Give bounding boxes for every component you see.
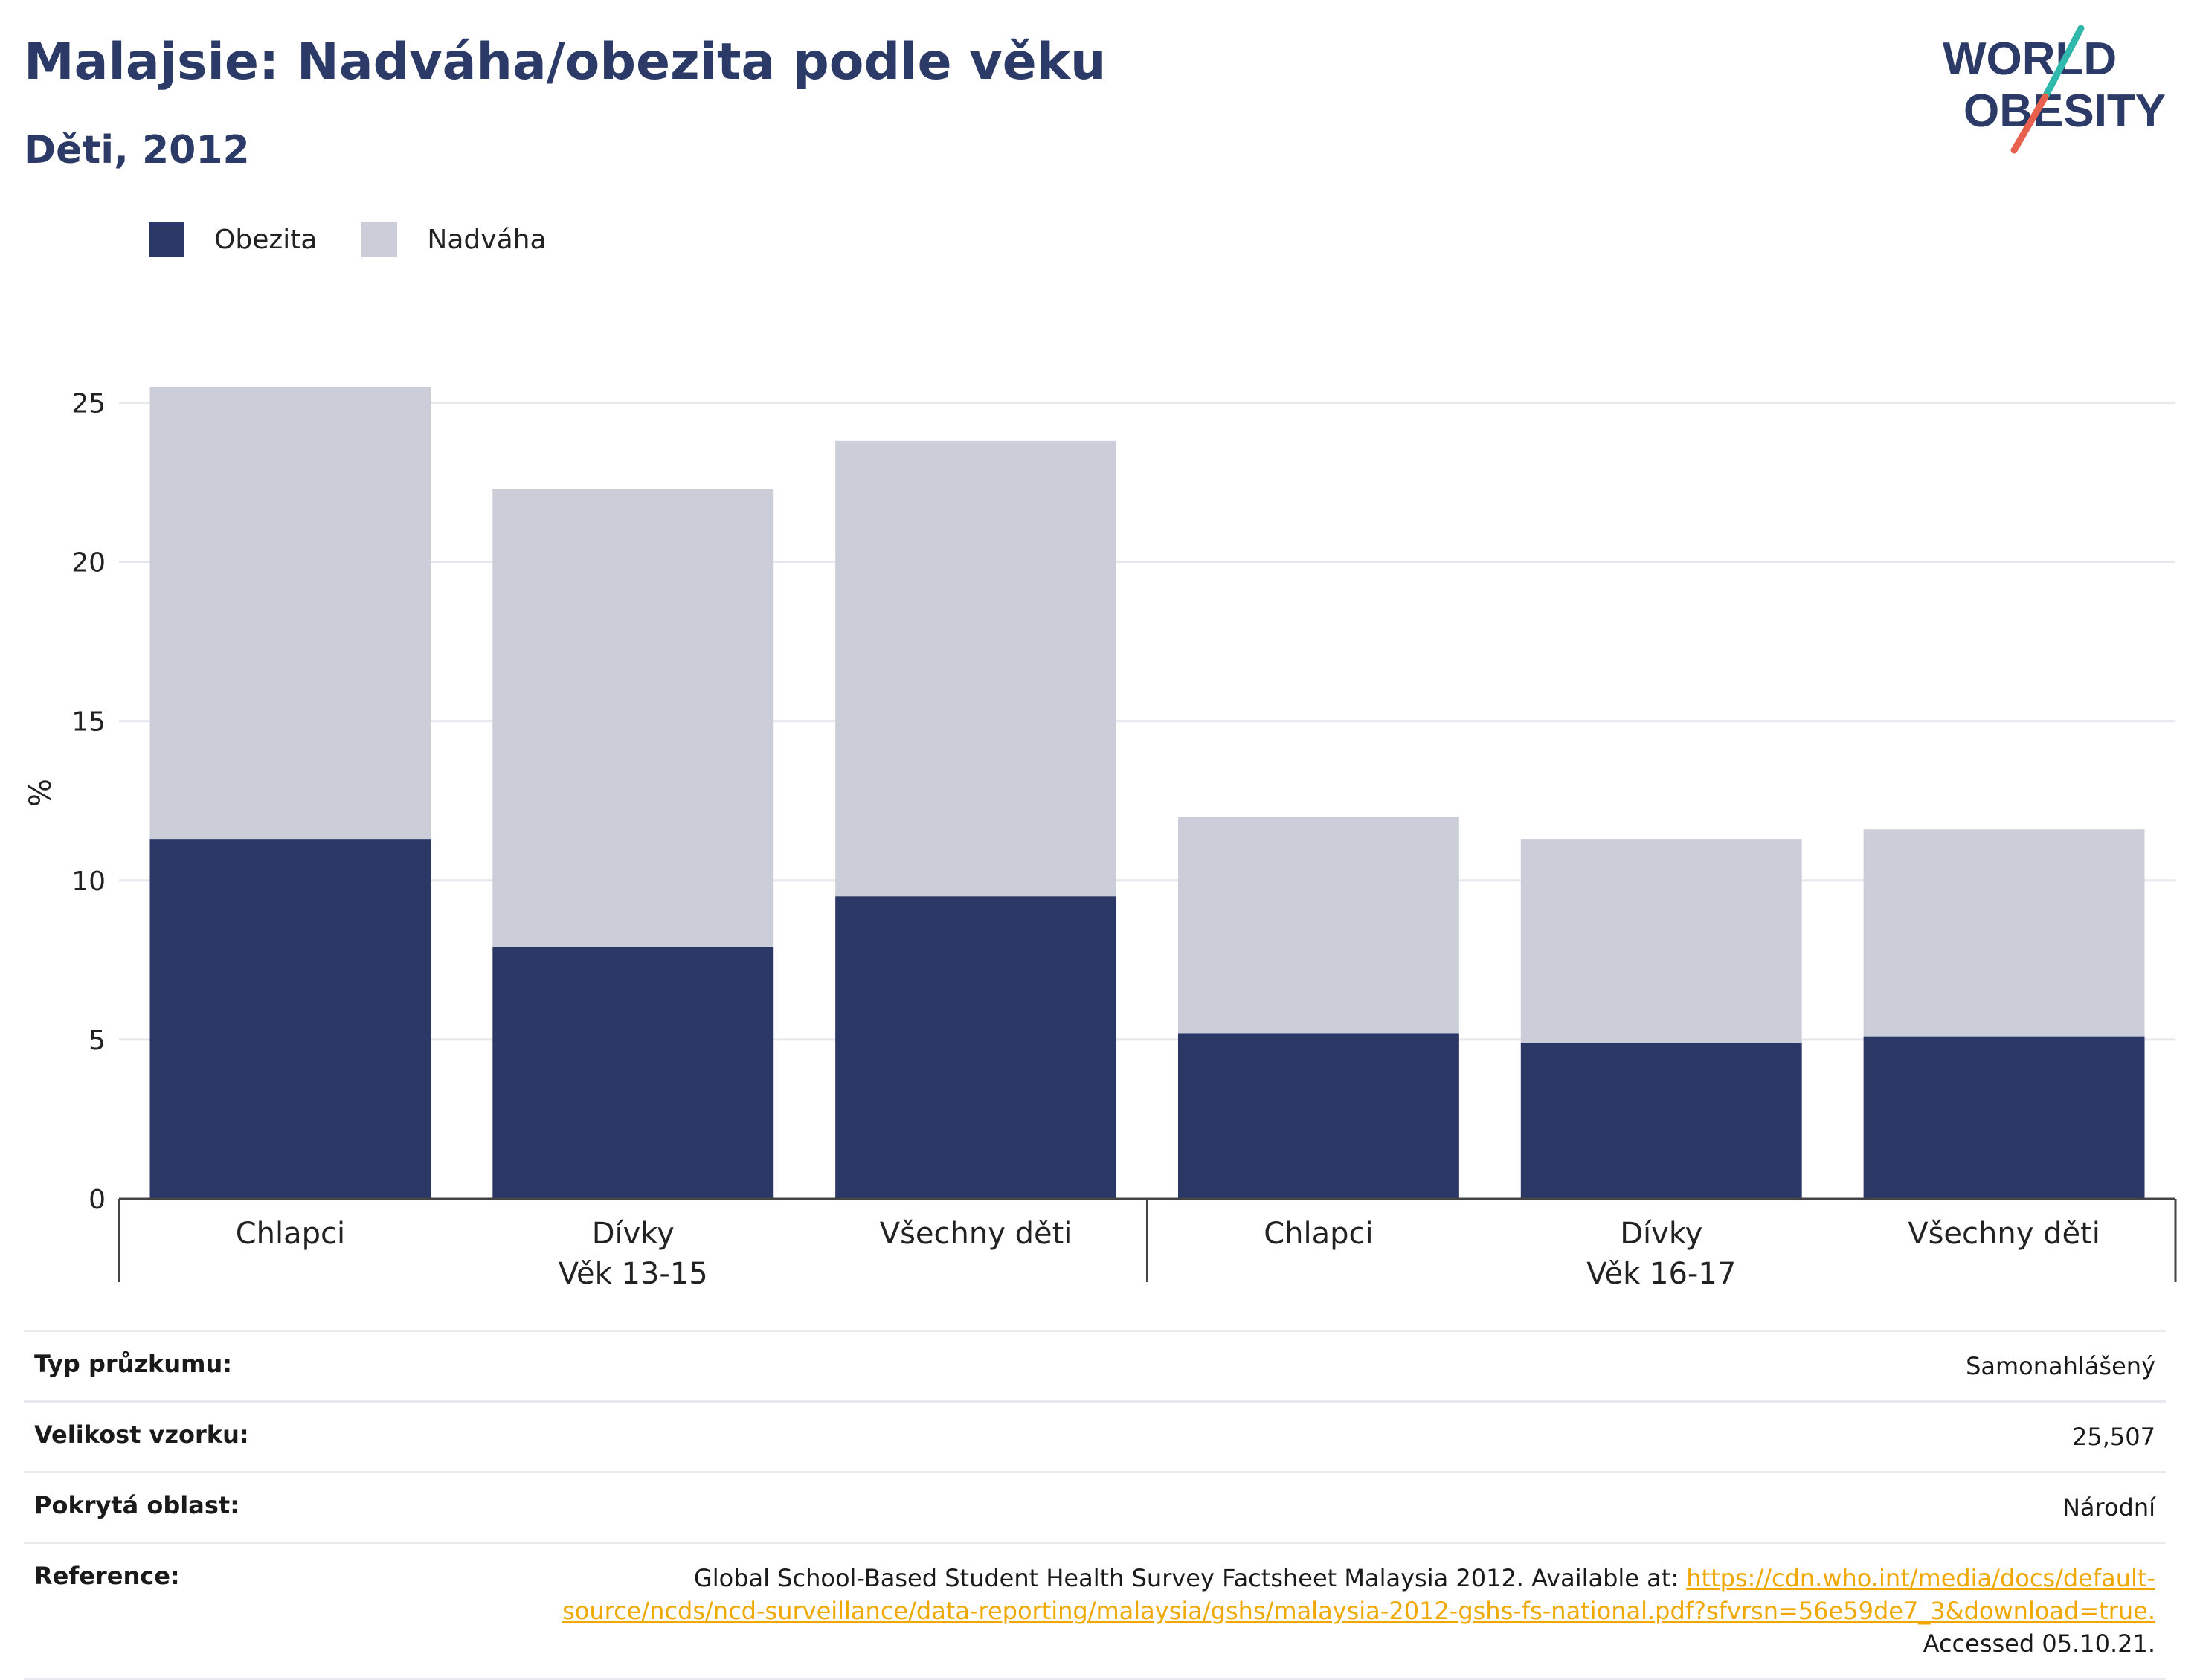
bar-obezita-3 <box>1177 1033 1459 1199</box>
chart-title: Malajsie: Nadváha/obezita podle věku <box>24 33 1107 91</box>
bar-nadvaha-3 <box>1177 817 1459 1034</box>
survey-type-value: Samonahlášený <box>1966 1352 2155 1380</box>
bar-nadvaha-5 <box>1863 829 2145 1037</box>
logo-slash-teal <box>2042 25 2085 100</box>
x-tick-label-2: Všechny děti <box>880 1217 1072 1251</box>
bar-nadvaha-0 <box>149 387 431 840</box>
bar-obezita-2 <box>835 896 1117 1199</box>
x-tick-label-1: Dívky <box>592 1217 675 1251</box>
info-row-reference: Reference: Global School-Based Student H… <box>24 1542 2166 1680</box>
survey-type-label: Typ průzkumu: <box>34 1350 233 1378</box>
y-tick-label-5: 5 <box>89 1026 106 1056</box>
y-tick-label-25: 25 <box>71 388 106 419</box>
legend-label-obezita: Obezita <box>214 224 318 255</box>
bar-obezita-1 <box>492 947 774 1199</box>
bar-obezita-0 <box>149 839 431 1199</box>
legend: Obezita Nadváha <box>149 222 591 257</box>
info-row-area: Pokrytá oblast: Národní <box>24 1471 2166 1542</box>
y-axis-label: % <box>24 779 58 807</box>
x-tick-label-3: Chlapci <box>1264 1217 1373 1251</box>
area-value: Národní <box>2062 1493 2155 1522</box>
y-tick-label-15: 15 <box>71 707 106 738</box>
world-obesity-logo: WORLD OBESITY <box>1943 25 2166 154</box>
legend-swatch-nadvaha <box>361 222 398 257</box>
bar-obezita-5 <box>1863 1036 2145 1199</box>
chart-subtitle: Děti, 2012 <box>24 128 250 173</box>
info-table: Typ průzkumu: Samonahlášený Velikost vzo… <box>24 1330 2166 1680</box>
reference-accessed: Accessed 05.10.21. <box>1923 1629 2155 1658</box>
legend-item-obezita[interactable]: Obezita <box>149 222 317 257</box>
bar-obezita-4 <box>1520 1043 1802 1199</box>
x-tick-label-4: Dívky <box>1620 1217 1702 1251</box>
logo-slash-red <box>2010 93 2049 154</box>
group-label-0: Věk 13-15 <box>559 1257 708 1291</box>
x-tick-label-5: Všechny děti <box>1908 1217 2100 1251</box>
sample-size-label: Velikost vzorku: <box>34 1420 249 1449</box>
logo-line-1: WORLD <box>1943 33 2117 85</box>
bar-nadvaha-2 <box>835 440 1117 897</box>
legend-label-nadvaha: Nadváha <box>427 224 547 255</box>
sample-size-value: 25,507 <box>2072 1423 2155 1451</box>
reference-link[interactable]: https://cdn.who.int/media/docs/default-s… <box>562 1564 2155 1625</box>
reference-text: Global School-Based Student Health Surve… <box>693 1564 1687 1592</box>
group-label-1: Věk 16-17 <box>1586 1257 1736 1291</box>
y-tick-label-20: 20 <box>71 548 106 579</box>
logo-line-2: OBESITY <box>1963 86 2166 137</box>
info-row-sample-size: Velikost vzorku: 25,507 <box>24 1400 2166 1471</box>
legend-item-nadvaha[interactable]: Nadváha <box>361 222 547 257</box>
y-tick-label-0: 0 <box>89 1185 106 1215</box>
area-label: Pokrytá oblast: <box>34 1491 239 1519</box>
legend-swatch-obezita <box>149 222 184 257</box>
reference-value: Global School-Based Student Health Surve… <box>556 1562 2155 1660</box>
bar-nadvaha-1 <box>492 489 774 947</box>
reference-label: Reference: <box>34 1562 180 1590</box>
bar-nadvaha-4 <box>1520 839 1802 1043</box>
x-tick-label-0: Chlapci <box>236 1217 345 1251</box>
info-row-survey-type: Typ průzkumu: Samonahlášený <box>24 1330 2166 1400</box>
bar-chart: 0 5 10 15 20 25% Chlapci Dívky Všechny děti Chlap… <box>24 387 2177 1291</box>
y-tick-label-10: 10 <box>71 866 106 897</box>
